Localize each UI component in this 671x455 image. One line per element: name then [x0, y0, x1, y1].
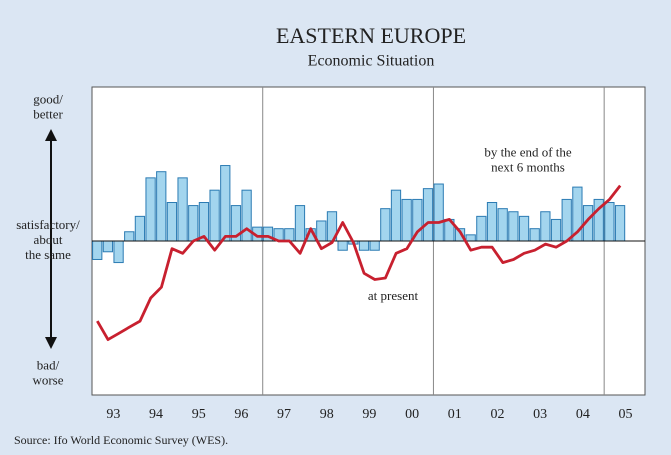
annotation: by the end of the next 6 months	[484, 144, 572, 174]
y-tick-label: good/better	[33, 91, 63, 121]
x-tick-label: 97	[277, 407, 291, 422]
bar	[604, 202, 615, 242]
bar	[284, 228, 295, 242]
bar	[316, 220, 327, 242]
x-tick-label: 00	[405, 407, 419, 422]
bar	[518, 215, 530, 242]
x-tick-label: 01	[448, 407, 462, 422]
source-note: Source: Ifo World Economic Survey (WES).	[14, 433, 228, 447]
bar	[390, 189, 402, 242]
bar	[614, 205, 626, 242]
x-tick-label: 94	[149, 407, 163, 422]
bar	[156, 171, 167, 242]
bar	[188, 205, 199, 242]
bar	[433, 183, 444, 242]
x-tick-label: 99	[362, 407, 376, 422]
bar	[124, 231, 135, 242]
bar	[497, 208, 508, 242]
bar	[369, 240, 380, 251]
bar	[220, 165, 231, 242]
x-tick-label: 04	[576, 407, 590, 422]
chart-subtitle: Economic Situation	[308, 53, 435, 70]
bar	[550, 218, 562, 242]
line-series	[96, 184, 622, 342]
bar	[561, 198, 572, 242]
bar	[166, 202, 178, 242]
bar	[113, 240, 124, 264]
x-tick-label: 02	[490, 407, 504, 422]
bar	[209, 189, 220, 242]
bar	[102, 240, 114, 253]
bar	[177, 177, 188, 242]
x-tick-label: 98	[320, 407, 334, 422]
x-tick-label: 93	[106, 407, 120, 422]
bar	[476, 215, 487, 242]
y-tick-label: satisfactory/about the same	[16, 217, 80, 262]
annotation: at present	[368, 288, 419, 303]
bar	[358, 240, 370, 251]
chart-title: EASTERN EUROPE	[276, 23, 466, 48]
bar	[508, 211, 519, 242]
bar	[92, 240, 103, 260]
y-tick-label: bad/worse	[32, 357, 63, 387]
bar	[380, 208, 391, 242]
x-tick-label: 96	[234, 407, 248, 422]
bar	[486, 202, 498, 242]
bar	[241, 189, 252, 242]
x-tick-label: 05	[619, 407, 633, 422]
x-tick-label: 95	[192, 407, 206, 422]
x-tick-label: 03	[533, 407, 547, 422]
bar	[529, 228, 540, 242]
bar	[134, 215, 146, 242]
bar	[401, 198, 412, 242]
bar	[422, 188, 434, 242]
bar	[294, 205, 306, 242]
bar	[337, 240, 348, 251]
bar	[145, 177, 156, 242]
bar	[465, 234, 476, 242]
bar	[540, 211, 551, 242]
